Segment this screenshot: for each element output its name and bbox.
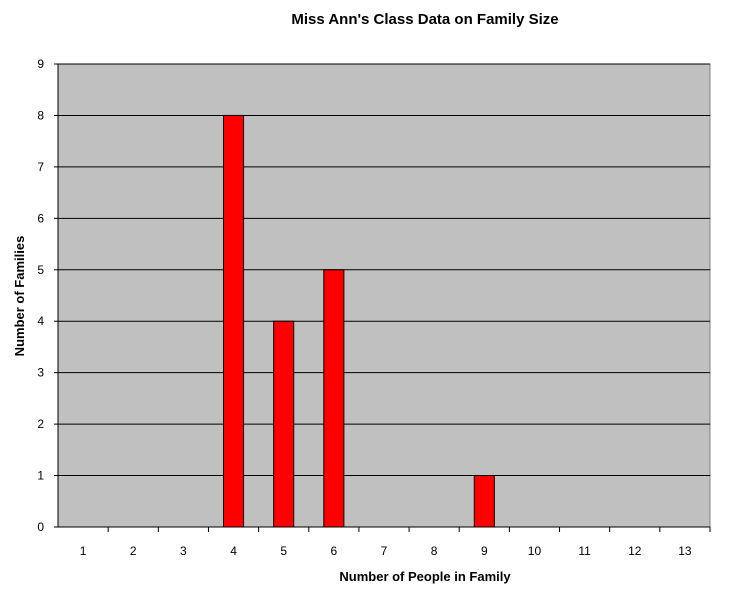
x-tick-label: 4 — [230, 544, 237, 558]
bar-9 — [473, 475, 495, 528]
x-tick-label: 9 — [481, 544, 488, 558]
y-tick-label: 3 — [37, 366, 44, 380]
y-tick-label: 0 — [37, 520, 44, 534]
x-axis-label: Number of People in Family — [339, 569, 511, 584]
y-axis-label: Number of Families — [12, 236, 27, 357]
x-tick-label: 11 — [578, 544, 591, 558]
y-tick-label: 2 — [37, 417, 44, 431]
chart-title: Miss Ann's Class Data on Family Size — [291, 11, 558, 28]
bar-6 — [323, 269, 345, 528]
y-tick-label: 5 — [37, 263, 44, 277]
y-tick-label: 4 — [37, 314, 44, 328]
y-tick-label: 9 — [37, 57, 44, 71]
x-tick-label: 12 — [628, 544, 642, 558]
bars — [223, 114, 495, 528]
x-tick-label: 13 — [678, 544, 692, 558]
plot-area — [57, 63, 711, 528]
x-tick-label: 2 — [130, 544, 137, 558]
y-tick-label: 7 — [37, 160, 44, 174]
x-tick-labels: 1 2 3 4 5 6 7 8 9 10 11 12 13 — [80, 527, 711, 558]
bar-5 — [273, 320, 295, 528]
y-tick-label: 8 — [37, 108, 44, 122]
bar-4 — [223, 114, 245, 528]
x-tick-label: 6 — [331, 544, 338, 558]
x-tick-label: 7 — [381, 544, 388, 558]
y-tick-label: 6 — [37, 211, 44, 225]
x-tick-label: 3 — [180, 544, 187, 558]
x-tick-label: 5 — [280, 544, 287, 558]
gridlines — [58, 63, 710, 477]
axes — [57, 64, 710, 528]
y-tick-labels: 0 1 2 3 4 5 6 7 8 9 — [37, 57, 58, 534]
x-tick-label: 10 — [528, 544, 542, 558]
y-tick-label: 1 — [37, 469, 44, 483]
x-tick-label: 1 — [80, 544, 87, 558]
x-tick-label: 8 — [431, 544, 438, 558]
